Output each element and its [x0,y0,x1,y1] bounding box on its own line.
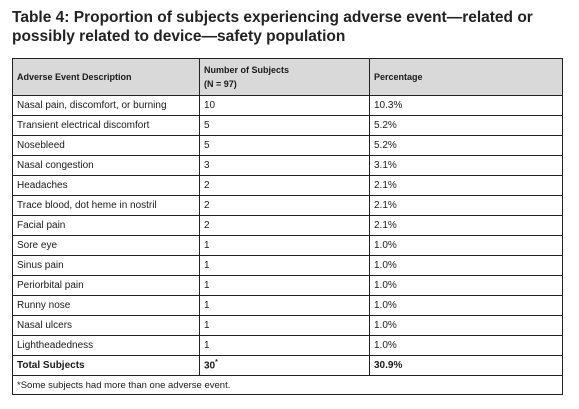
table-cell: 1.0% [369,335,563,356]
table-cell: 1.0% [369,315,563,336]
table-row: Nasal ulcers 1 1.0% [12,315,563,336]
table-cell: 3.1% [369,155,563,176]
table-row: Facial pain 2 2.1% [12,215,563,236]
table-row: Nasal congestion 3 3.1% [12,155,563,176]
table-body: Nasal pain, discomfort, or burning 10 10.3… [12,95,563,395]
table-cell: 2 [199,175,370,196]
header-cell: Adverse Event Description [12,58,200,96]
header-row: Adverse Event Description Number of Subj… [12,58,563,96]
table-cell: Periorbital pain [12,275,200,296]
table-cell: 2.1% [369,215,563,236]
table-cell: 5.2% [369,135,563,156]
table-cell: 1.0% [369,235,563,256]
table-cell: Sore eye [12,235,200,256]
table-cell: 1 [199,295,370,316]
table-cell: Nosebleed [12,135,200,156]
table-cell: Transient electrical discomfort [12,115,200,136]
table-row: Headaches 2 2.1% [12,175,563,196]
header-cell: Percentage [369,58,563,96]
total-row: Total Subjects 30* 30.9% [12,355,563,376]
total-percentage: 30.9% [369,355,563,376]
table-cell: 1 [199,235,370,256]
table-cell: Nasal ulcers [12,315,200,336]
table-cell: 2.1% [369,175,563,196]
table-cell: 1 [199,315,370,336]
table-cell: 1 [199,255,370,276]
table: Adverse Event Description Number of Subj… [12,58,563,395]
table-cell: 10 [199,95,370,116]
table-cell: Runny nose [12,295,200,316]
footnote-row: *Some subjects had more than one adverse… [12,375,563,395]
table-cell: 1.0% [369,295,563,316]
footnote-mark: * [215,359,218,367]
table-cell: 5 [199,135,370,156]
table-row: Transient electrical discomfort 5 5.2% [12,115,563,136]
table-cell: Nasal congestion [12,155,200,176]
table-cell: Lightheadedness [12,335,200,356]
table-title: Table 4: Proportion of subjects experien… [12,8,533,46]
table-row: Sinus pain 1 1.0% [12,255,563,276]
table-cell: 2 [199,195,370,216]
header-cell: Number of Subjects (N = 97) [199,58,370,96]
table-cell: 5 [199,115,370,136]
table-cell: 2 [199,215,370,236]
table-row: Sore eye 1 1.0% [12,235,563,256]
table-row: Nosebleed 5 5.2% [12,135,563,156]
footnote: *Some subjects had more than one adverse… [12,375,563,395]
table-cell: 1 [199,335,370,356]
table-row: Periorbital pain 1 1.0% [12,275,563,296]
total-count-value: 30 [204,360,216,372]
table-row: Nasal pain, discomfort, or burning 10 10.3… [12,95,563,116]
table-row: Runny nose 1 1.0% [12,295,563,316]
table-cell: 10.3% [369,95,563,116]
total-count: 30* [199,355,370,376]
table-cell: 5.2% [369,115,563,136]
table-cell: 2.1% [369,195,563,216]
title-line: possibly related to device—safety popula… [12,28,346,45]
total-label: Total Subjects [12,355,200,376]
header-line: Number of Subjects [204,65,290,75]
table-cell: Headaches [12,175,200,196]
header-line: (N = 97) [204,79,237,89]
table-header: Adverse Event Description Number of Subj… [12,58,563,96]
table-cell: Sinus pain [12,255,200,276]
table-cell: 1.0% [369,255,563,276]
table-cell: Nasal pain, discomfort, or burning [12,95,200,116]
title-line: Table 4: Proportion of subjects experien… [12,9,533,26]
table-cell: Facial pain [12,215,200,236]
table-cell: 3 [199,155,370,176]
table-row: Trace blood, dot heme in nostril 2 2.1% [12,195,563,216]
table-cell: 1 [199,275,370,296]
table-cell: Trace blood, dot heme in nostril [12,195,200,216]
table-cell: 1.0% [369,275,563,296]
table-row: Lightheadedness 1 1.0% [12,335,563,356]
